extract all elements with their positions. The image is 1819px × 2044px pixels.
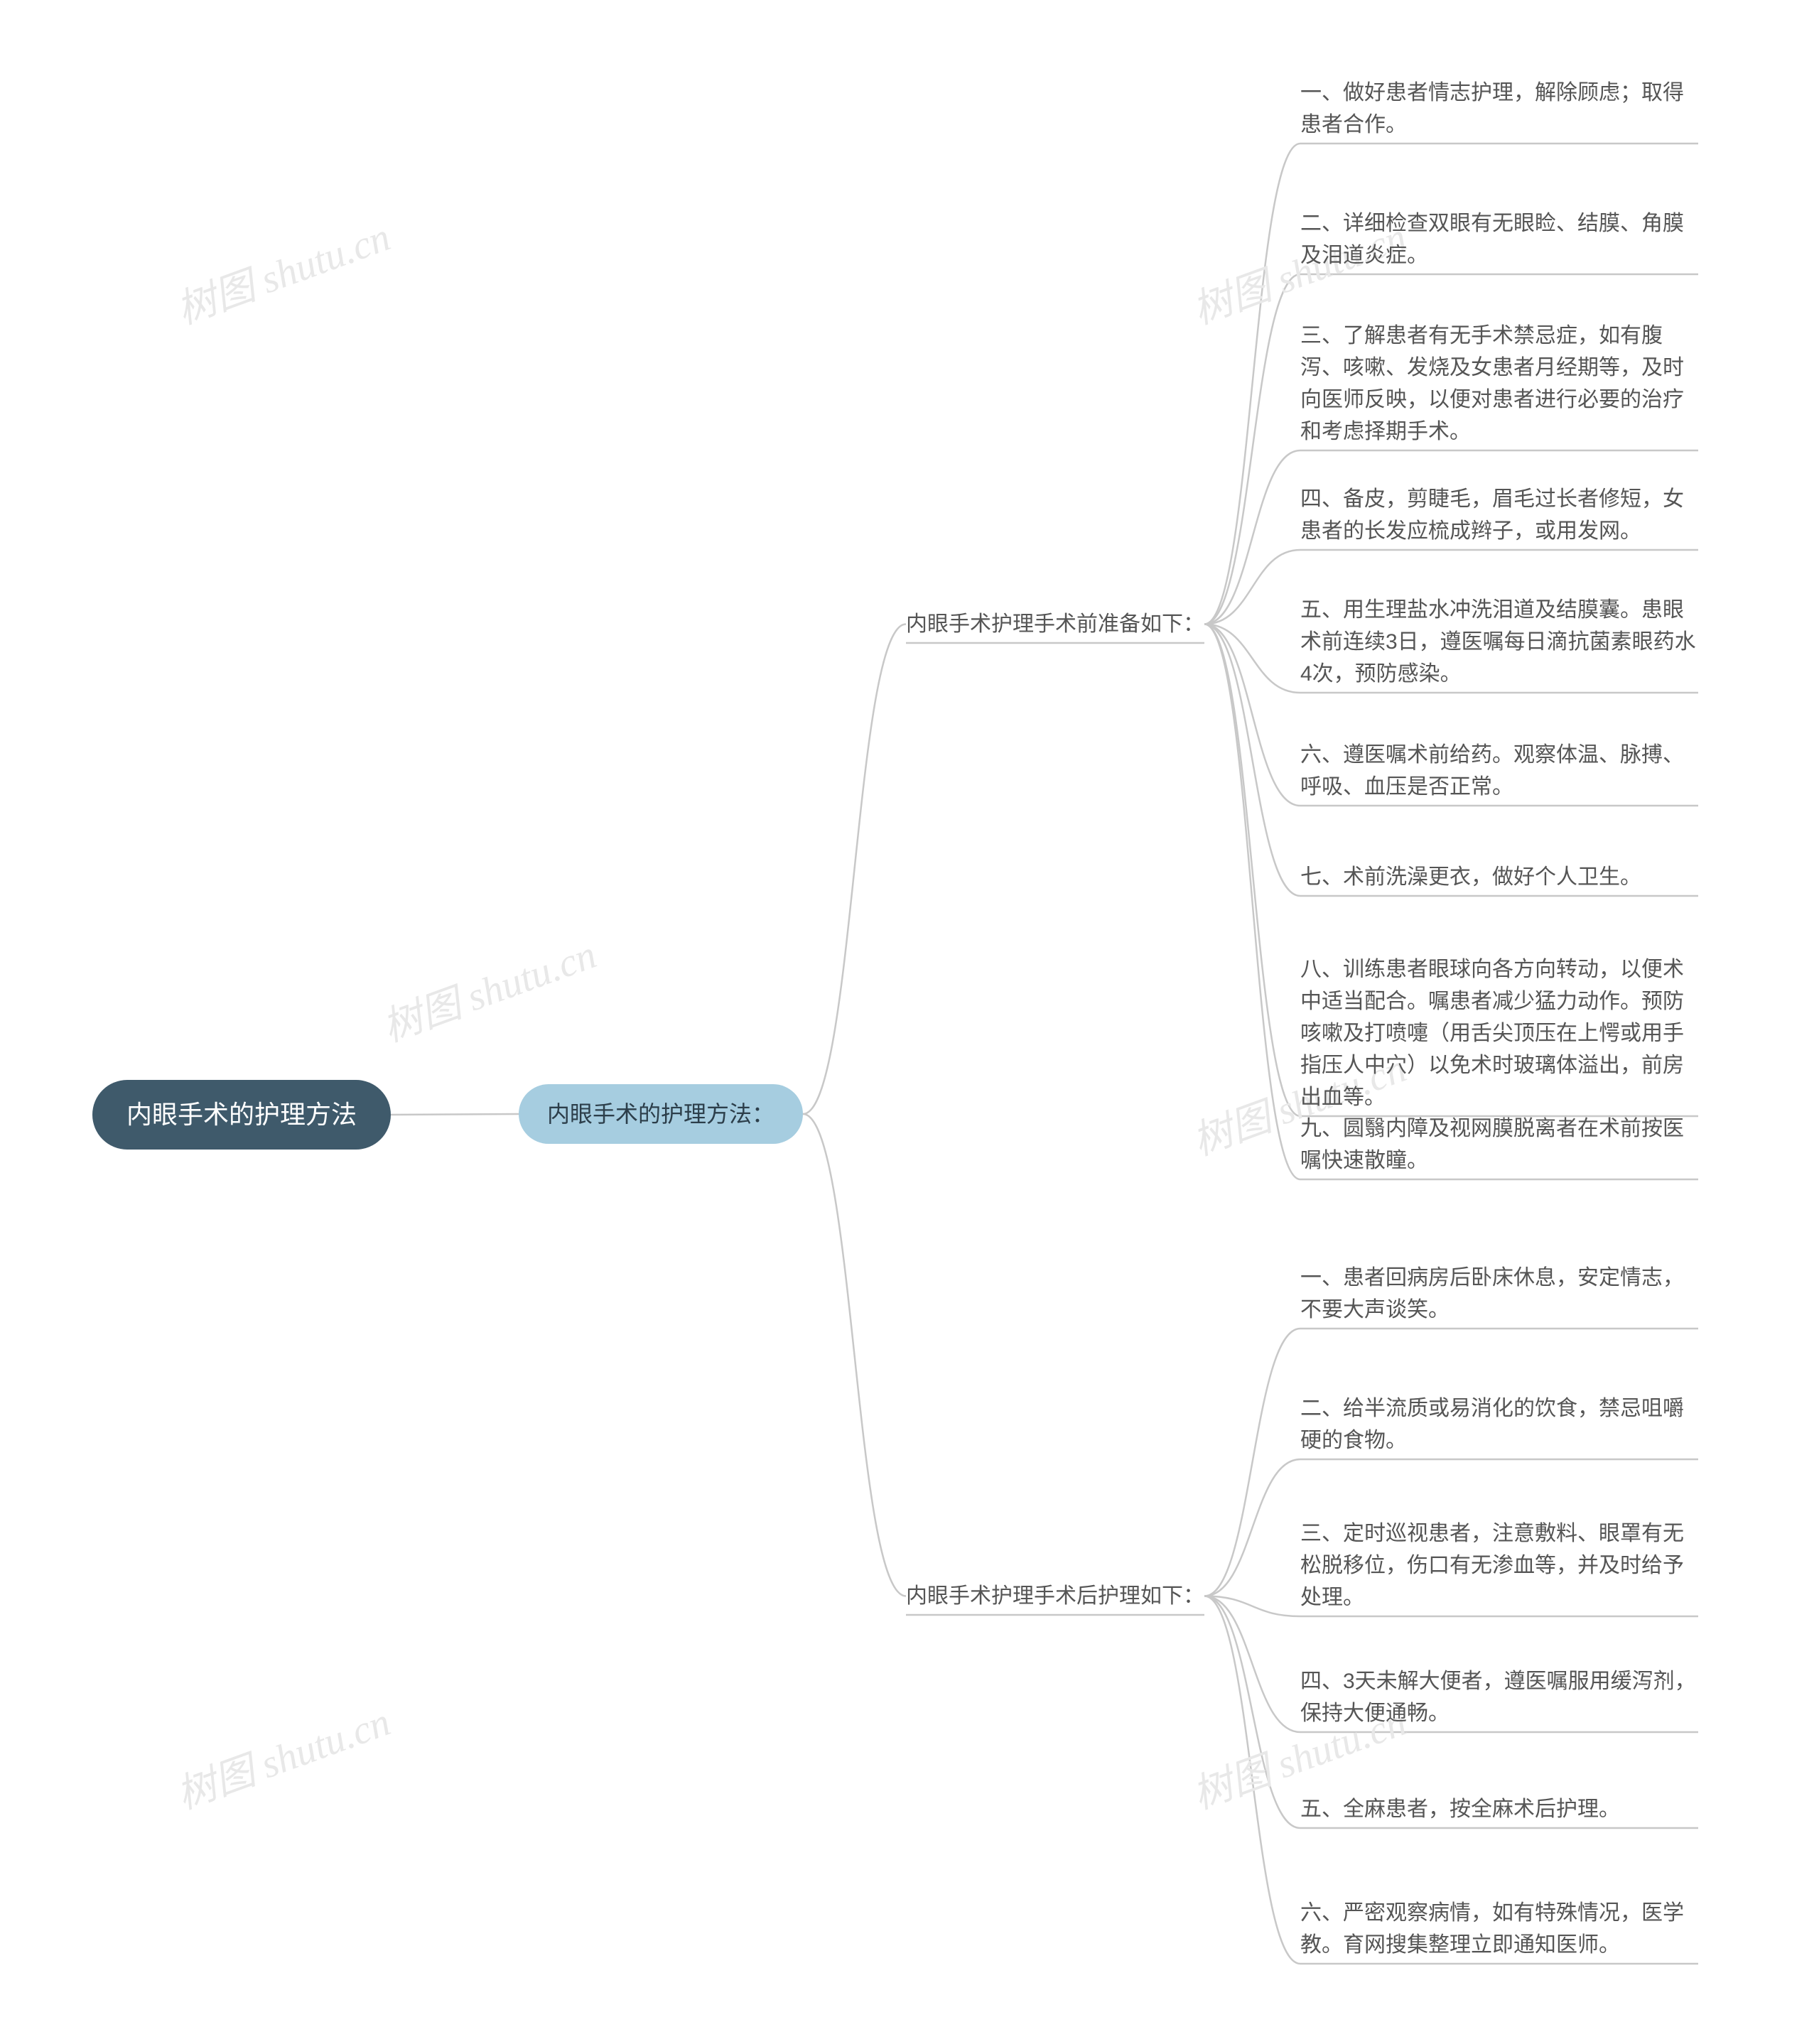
leaf-node: 七、术前洗澡更衣，做好个人卫生。 (1300, 861, 1698, 893)
leaf-node: 二、详细检查双眼有无眼睑、结膜、角膜及泪道炎症。 (1300, 207, 1698, 271)
watermark: 树图 shutu.cn (374, 923, 603, 1054)
level2-node: 内眼手术护理手术前准备如下： (906, 608, 1204, 640)
leaf-node: 六、遵医嘱术前给药。观察体温、脉搏、呼吸、血压是否正常。 (1300, 739, 1698, 803)
level2-node: 内眼手术护理手术后护理如下： (906, 1580, 1204, 1612)
leaf-node: 五、全麻患者，按全麻术后护理。 (1300, 1793, 1698, 1825)
leaf-node: 九、圆翳内障及视网膜脱离者在术前按医嘱快速散瞳。 (1300, 1113, 1698, 1177)
leaf-node: 三、了解患者有无手术禁忌症，如有腹泻、咳嗽、发烧及女患者月经期等，及时向医师反映… (1300, 320, 1698, 448)
leaf-node: 三、定时巡视患者，注意敷料、眼罩有无松脱移位，伤口有无渗血等，并及时给予处理。 (1300, 1518, 1698, 1613)
root-node: 内眼手术的护理方法 (92, 1080, 391, 1150)
mindmap-canvas: 树图 shutu.cn树图 shutu.cn树图 shutu.cn树图 shut… (0, 0, 1819, 2044)
leaf-node: 五、用生理盐水冲洗泪道及结膜囊。患眼术前连续3日，遵医嘱每日滴抗菌素眼药水4次，… (1300, 594, 1698, 690)
leaf-node: 四、3天未解大便者，遵医嘱服用缓泻剂，保持大便通畅。 (1300, 1665, 1698, 1729)
watermark: 树图 shutu.cn (168, 205, 397, 336)
leaf-node: 一、做好患者情志护理，解除顾虑；取得患者合作。 (1300, 77, 1698, 141)
leaf-node: 六、严密观察病情，如有特殊情况，医学教。育网搜集整理立即通知医师。 (1300, 1897, 1698, 1961)
leaf-node: 四、备皮，剪睫毛，眉毛过长者修短，女患者的长发应梳成辫子，或用发网。 (1300, 483, 1698, 547)
leaf-node: 一、患者回病房后卧床休息，安定情志，不要大声谈笑。 (1300, 1262, 1698, 1326)
watermark: 树图 shutu.cn (168, 1690, 397, 1821)
leaf-node: 二、给半流质或易消化的饮食，禁忌咀嚼硬的食物。 (1300, 1393, 1698, 1456)
leaf-node: 八、训练患者眼球向各方向转动，以便术中适当配合。嘱患者减少猛力动作。预防咳嗽及打… (1300, 953, 1698, 1113)
level1-node: 内眼手术的护理方法： (519, 1084, 803, 1144)
